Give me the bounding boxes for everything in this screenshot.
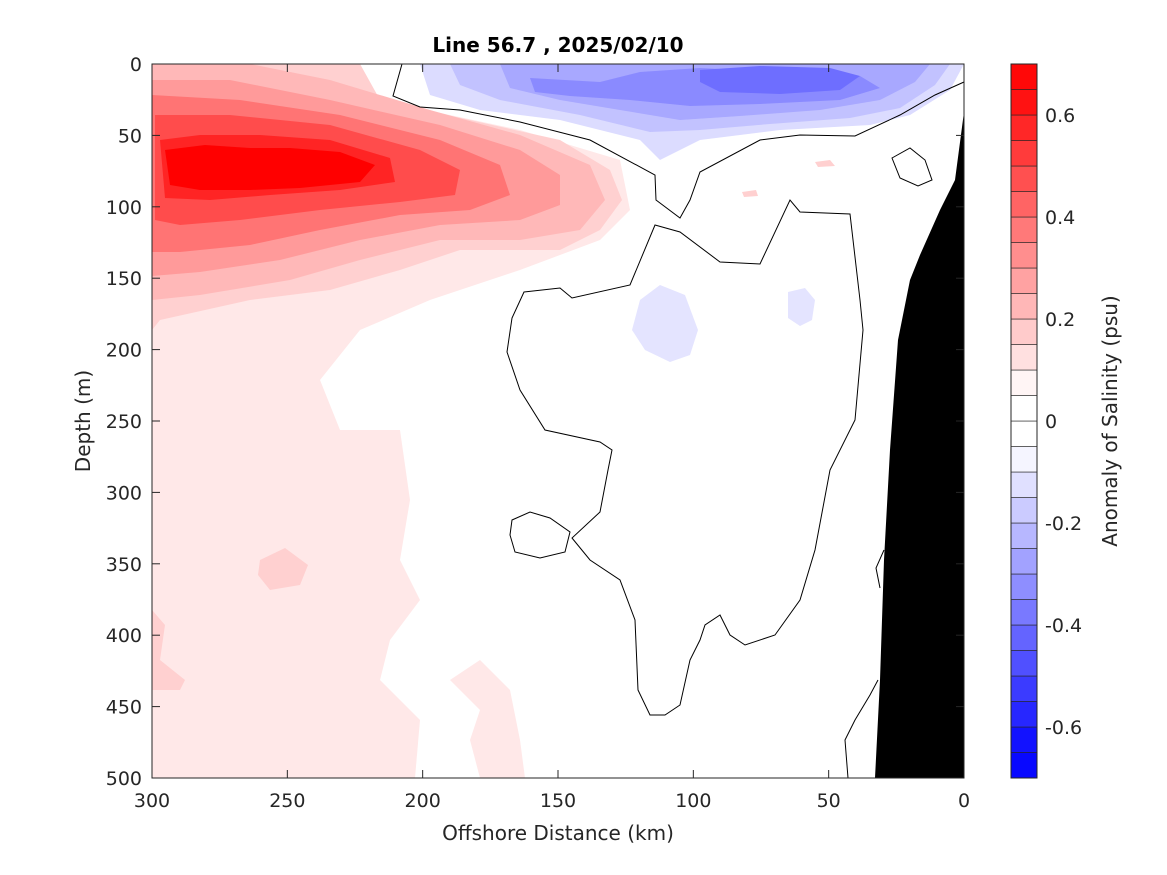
colorbar-band bbox=[1010, 191, 1038, 218]
y-tick-label: 150 bbox=[106, 268, 142, 290]
colorbar-band bbox=[1010, 420, 1038, 447]
y-tick-label: 450 bbox=[106, 697, 142, 719]
colorbar-band bbox=[1010, 165, 1038, 192]
zero-contour-bottom bbox=[844, 679, 879, 779]
colorbar-band bbox=[1010, 675, 1038, 702]
positive-patch-small bbox=[258, 548, 308, 590]
zero-contour-bottom-2 bbox=[875, 549, 885, 589]
y-tick-label: 400 bbox=[106, 625, 142, 647]
colorbar-band bbox=[1010, 522, 1038, 549]
positive-speck-1 bbox=[815, 160, 835, 167]
negative-band-5 bbox=[700, 66, 860, 94]
negative-patch-mid bbox=[632, 285, 698, 362]
colorbar-frame bbox=[1010, 63, 1038, 779]
colorbar-band bbox=[1010, 293, 1038, 320]
colorbar-tick-label: 0.2 bbox=[1045, 309, 1075, 331]
colorbar-band bbox=[1010, 446, 1038, 473]
zero-contour-small-loop bbox=[509, 511, 571, 559]
colorbar-band bbox=[1010, 140, 1038, 167]
y-tick-label: 200 bbox=[106, 340, 142, 362]
colorbar-band bbox=[1010, 497, 1038, 524]
positive-speck-2 bbox=[742, 190, 758, 197]
colorbar-band bbox=[1010, 242, 1038, 269]
colorbar-band bbox=[1010, 344, 1038, 371]
x-tick-label: 300 bbox=[134, 790, 170, 812]
seafloor-topography bbox=[875, 112, 964, 778]
colorbar-band bbox=[1010, 650, 1038, 677]
colorbar-tick-label: 0.4 bbox=[1045, 207, 1075, 229]
colorbar-band bbox=[1010, 89, 1038, 116]
colorbar-band bbox=[1010, 599, 1038, 626]
colorbar-band bbox=[1010, 701, 1038, 728]
colorbar-label: Anomaly of Salinity (psu) bbox=[1098, 295, 1122, 546]
positive-patch-left bbox=[152, 610, 185, 690]
colorbar-band bbox=[1010, 318, 1038, 345]
x-tick-label: 100 bbox=[675, 790, 711, 812]
y-tick-label: 100 bbox=[106, 197, 142, 219]
colorbar-band bbox=[1010, 726, 1038, 753]
y-tick-label: 50 bbox=[118, 125, 142, 147]
x-axis-ticks: 300 250 200 150 100 50 0 bbox=[134, 64, 970, 812]
chart-title: Line 56.7 , 2025/02/10 bbox=[432, 33, 683, 57]
colorbar-band bbox=[1010, 548, 1038, 575]
x-tick-label: 50 bbox=[817, 790, 841, 812]
colorbar-tick-label: -0.2 bbox=[1045, 513, 1082, 535]
x-axis-label: Offshore Distance (km) bbox=[442, 821, 674, 845]
colorbar-ticks: 0.6 0.4 0.2 0 -0.2 -0.4 -0.6 bbox=[1045, 105, 1082, 739]
colorbar-band bbox=[1010, 114, 1038, 141]
colorbar-tick-label: -0.4 bbox=[1045, 615, 1082, 637]
colorbar-band bbox=[1010, 216, 1038, 243]
y-axis-ticks: 0 50 100 150 200 250 300 350 400 450 500 bbox=[106, 54, 964, 790]
colorbar-band bbox=[1010, 267, 1038, 294]
colorbar-tick-label: 0 bbox=[1045, 411, 1057, 433]
colorbar-tick-label: -0.6 bbox=[1045, 717, 1082, 739]
y-tick-label: 250 bbox=[106, 411, 142, 433]
y-tick-label: 0 bbox=[130, 54, 142, 76]
colorbar-band bbox=[1010, 471, 1038, 498]
positive-core bbox=[165, 145, 375, 190]
colorbar-band bbox=[1010, 624, 1038, 651]
colorbar-band bbox=[1010, 369, 1038, 396]
zero-contour-right-loop bbox=[891, 147, 933, 187]
colorbar-tick-label: 0.6 bbox=[1045, 105, 1075, 127]
y-tick-label: 500 bbox=[106, 768, 142, 790]
y-axis-label: Depth (m) bbox=[71, 370, 95, 472]
colorbar-band bbox=[1010, 395, 1038, 422]
x-tick-label: 200 bbox=[405, 790, 441, 812]
colorbar-band bbox=[1010, 573, 1038, 600]
y-tick-label: 350 bbox=[106, 554, 142, 576]
zero-contours bbox=[392, 63, 965, 779]
colorbar-band bbox=[1010, 752, 1038, 779]
x-tick-label: 150 bbox=[540, 790, 576, 812]
negative-patch-small bbox=[788, 288, 815, 326]
zero-contour-surface bbox=[392, 63, 965, 219]
x-tick-label: 0 bbox=[958, 790, 970, 812]
y-tick-label: 300 bbox=[106, 482, 142, 504]
weak-positive-patch bbox=[450, 660, 525, 778]
zero-contour-large-loop bbox=[506, 199, 864, 716]
anomaly-field bbox=[152, 64, 964, 778]
colorbar bbox=[1010, 63, 1038, 779]
colorbar-band bbox=[1010, 63, 1038, 90]
x-tick-label: 250 bbox=[269, 790, 305, 812]
